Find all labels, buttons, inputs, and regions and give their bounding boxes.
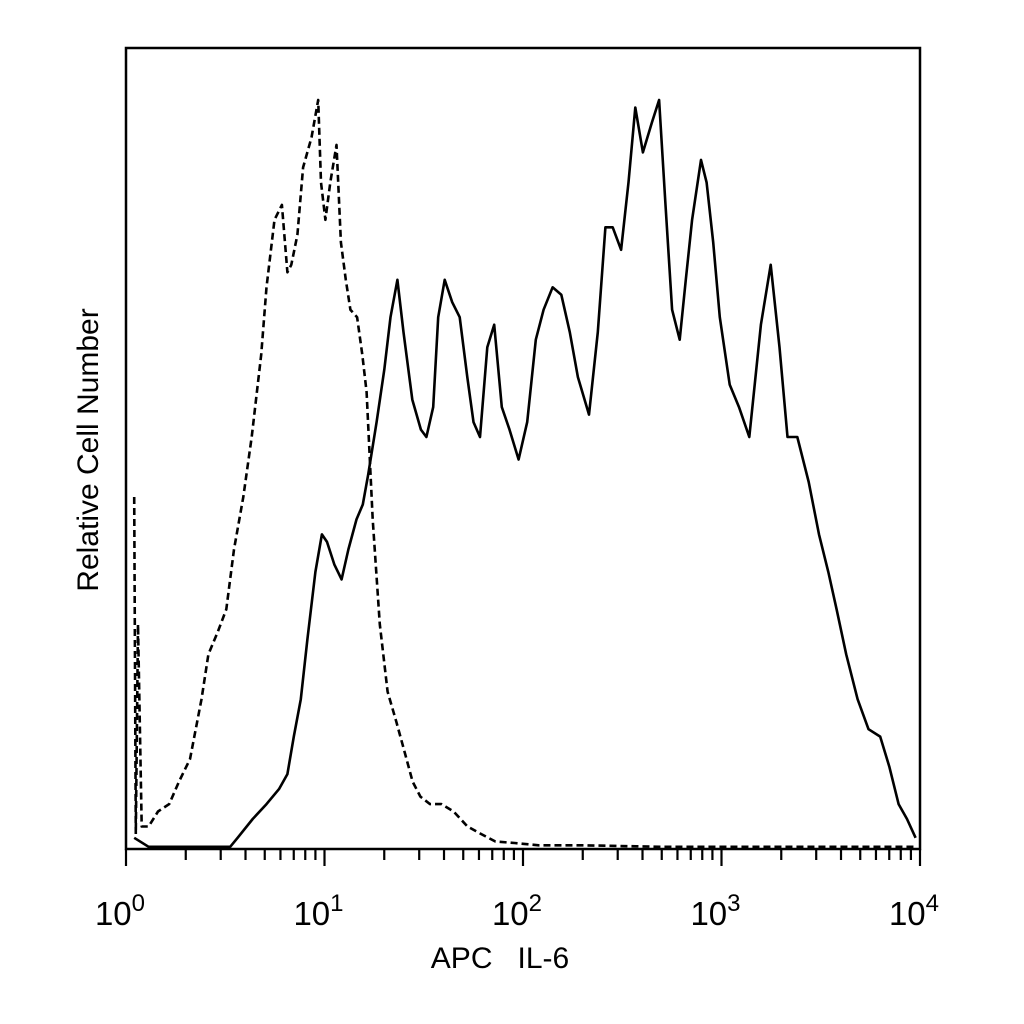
x-tick-label: 104 [889, 890, 939, 932]
series-layer [132, 98, 917, 849]
y-axis-label: Relative Cell Number [72, 308, 105, 591]
series-line-dashed [132, 98, 916, 849]
x-tick-label: 100 [95, 890, 145, 932]
x-tick-label: 103 [690, 890, 740, 932]
x-tick-label: 102 [492, 890, 542, 932]
x-tick-label: 101 [293, 890, 343, 932]
x-axis-tick-labels: 100 101 102 103 104 [95, 890, 939, 932]
x-axis-label: APC IL-6 [431, 942, 569, 975]
series-line-solid [133, 98, 917, 849]
x-axis-ticks [124, 849, 922, 866]
